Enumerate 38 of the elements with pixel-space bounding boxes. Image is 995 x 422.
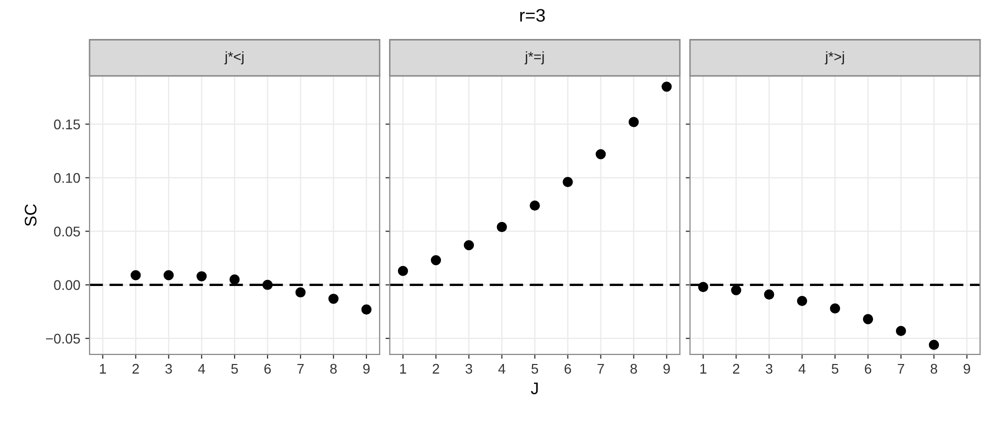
x-tick-label: 9: [964, 364, 970, 374]
x-tick-label: 2: [732, 364, 740, 374]
x-tick-label: 4: [198, 364, 206, 374]
chart-title: j*=j: [524, 51, 544, 64]
x-tick-label: 5: [231, 364, 238, 374]
x-tick-label: 7: [297, 364, 304, 374]
y-tick-label: 0.10: [54, 173, 80, 183]
x-tick-label: 2: [432, 364, 440, 374]
x-tick-label: 7: [898, 364, 904, 374]
y-tick-label: 0.00: [54, 280, 80, 290]
x-tick-label: 1: [700, 364, 706, 374]
x-axis-title: J: [530, 382, 538, 394]
x-tick-label: 1: [100, 364, 106, 374]
chart-title: j*<j: [224, 51, 244, 64]
y-tick-label: −0.05: [46, 334, 80, 344]
text: r=3: [520, 8, 545, 22]
y-tick-label: 0.15: [54, 120, 80, 130]
x-tick-label: 3: [766, 364, 772, 374]
x-tick-label: 8: [930, 364, 938, 374]
y-tick-label: 0.05: [54, 226, 80, 236]
x-tick-label: 4: [798, 364, 806, 374]
x-tick-label: 3: [466, 364, 472, 374]
x-tick-label: 9: [363, 364, 370, 374]
x-tick-label: 8: [630, 364, 637, 374]
chart-title: j*>j: [824, 51, 844, 64]
x-tick-label: 4: [498, 364, 506, 374]
x-tick-label: 2: [132, 364, 139, 374]
x-tick-label: 5: [532, 364, 538, 374]
x-tick-label: 6: [864, 364, 872, 374]
x-tick-label: 6: [264, 364, 271, 374]
x-tick-label: 9: [663, 364, 670, 374]
x-tick-label: 6: [564, 364, 572, 374]
y-axis-title: SC: [24, 204, 37, 226]
x-tick-label: 8: [330, 364, 337, 374]
x-tick-label: 3: [165, 364, 172, 374]
x-tick-label: 5: [832, 364, 838, 374]
x-tick-label: 7: [598, 364, 604, 374]
x-tick-label: 1: [400, 364, 406, 374]
